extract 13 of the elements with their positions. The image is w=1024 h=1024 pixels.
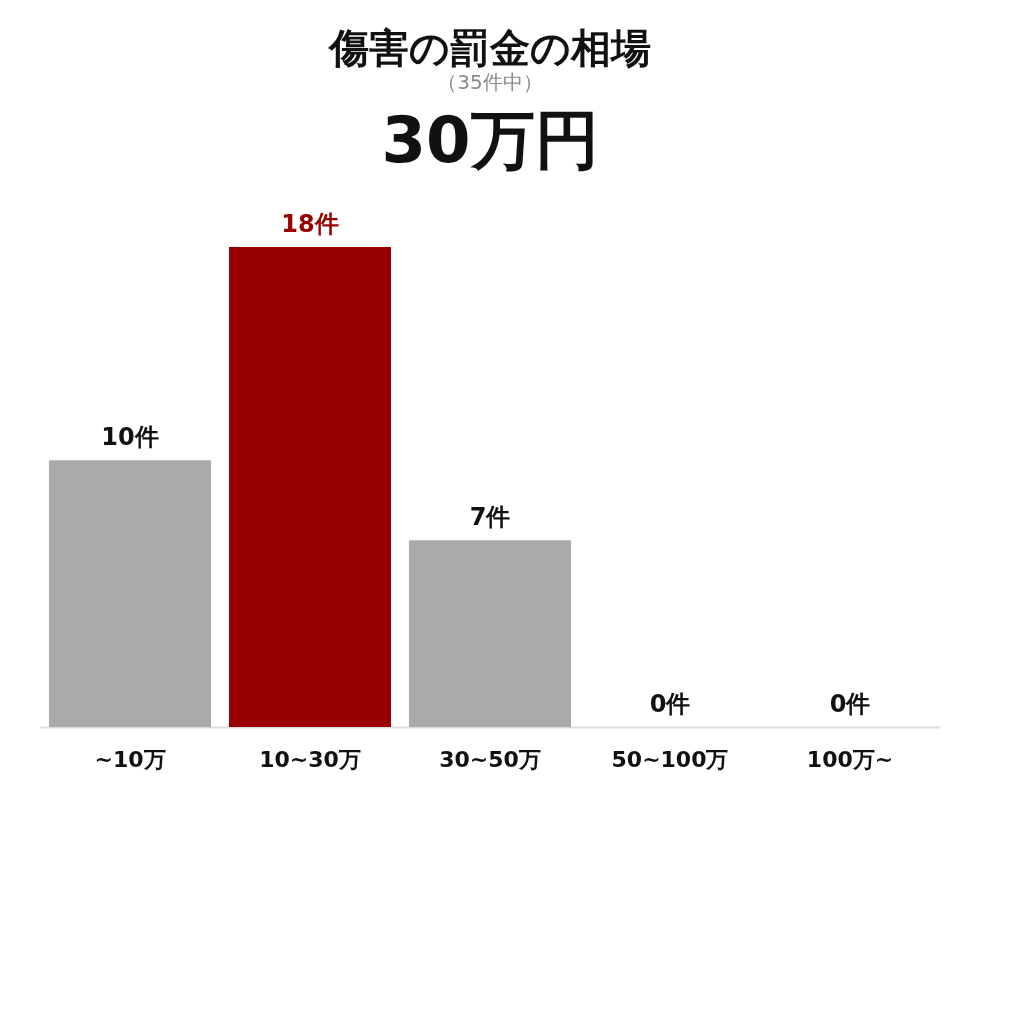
data-label: 0件 [829, 690, 871, 718]
x-tick-label: 50~100万 [611, 746, 729, 772]
x-tick-label: ~10万 [94, 746, 166, 772]
chart-title: 傷害の罰金の相場 [327, 25, 651, 71]
x-tick-label: 10~30万 [259, 746, 361, 772]
x-tick-label: 30~50万 [439, 746, 541, 772]
text: 30万円 [381, 103, 599, 177]
data-label: 18件 [281, 210, 339, 238]
data-label: 7件 [469, 503, 511, 532]
data-label: 10件 [101, 423, 159, 452]
chart-subtitle: （35件中） [437, 70, 543, 94]
x-tick-label: 100万~ [806, 746, 894, 772]
data-label: 0件 [649, 690, 691, 718]
